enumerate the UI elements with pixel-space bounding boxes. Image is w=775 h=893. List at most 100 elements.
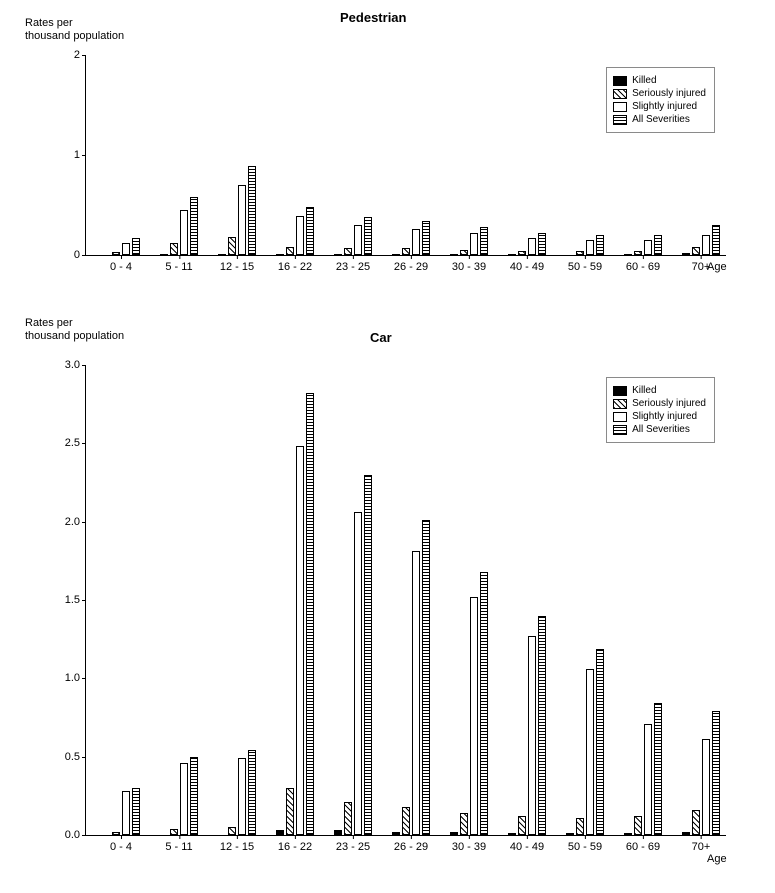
- car-bar-group: [566, 365, 604, 835]
- pedestrian-ytick: 1: [74, 149, 86, 161]
- pedestrian-xtick: 26 - 29: [394, 255, 428, 273]
- pedestrian-bar-killed: [682, 253, 690, 255]
- car-xtick: 0 - 4: [110, 835, 132, 853]
- car-bar-slight: [296, 446, 304, 835]
- pedestrian-bar-group: [218, 55, 256, 255]
- pedestrian-legend-label-serious: Seriously injured: [632, 88, 706, 99]
- pedestrian-bar-group: [450, 55, 488, 255]
- pedestrian-bar-group: [334, 55, 372, 255]
- car-bar-all: [480, 572, 488, 835]
- car-bar-killed: [682, 832, 690, 835]
- car-legend-row-slight: Slightly injured: [613, 411, 706, 422]
- car-bar-all: [190, 757, 198, 835]
- car-bar-all: [306, 393, 314, 835]
- car-bar-serious: [518, 816, 526, 835]
- pedestrian-bar-serious: [344, 248, 352, 255]
- car-legend-label-serious: Seriously injured: [632, 398, 706, 409]
- pedestrian-xtick: 0 - 4: [110, 255, 132, 273]
- car-legend-swatch-serious: [613, 399, 627, 409]
- car-xtick: 23 - 25: [336, 835, 370, 853]
- car-xtick: 50 - 59: [568, 835, 602, 853]
- car-bar-serious: [460, 813, 468, 835]
- pedestrian-bar-group: [508, 55, 546, 255]
- car-bar-serious: [344, 802, 352, 835]
- car-bar-serious: [692, 810, 700, 835]
- pedestrian-bar-slight: [702, 235, 710, 255]
- car-bar-slight: [354, 512, 362, 835]
- pedestrian-xtick: 16 - 22: [278, 255, 312, 273]
- car-bar-all: [538, 616, 546, 835]
- car-bar-serious: [228, 827, 236, 835]
- car-bar-all: [132, 788, 140, 835]
- car-legend-label-killed: Killed: [632, 385, 656, 396]
- car-bar-all: [422, 520, 430, 835]
- pedestrian-bar-slight: [470, 233, 478, 255]
- pedestrian-bar-slight: [180, 210, 188, 255]
- car-legend-swatch-killed: [613, 386, 627, 396]
- car-ytick: 0.0: [65, 829, 86, 841]
- car-xtick: 12 - 15: [220, 835, 254, 853]
- car-bar-group: [160, 365, 198, 835]
- car-ytick: 2.5: [65, 437, 86, 449]
- car-legend-label-all: All Severities: [632, 424, 690, 435]
- pedestrian-y-axis-label: Rates per thousand population: [25, 17, 124, 42]
- car-bar-group: [276, 365, 314, 835]
- pedestrian-bar-all: [306, 207, 314, 255]
- car-xtick: 5 - 11: [165, 835, 192, 853]
- pedestrian-bar-serious: [170, 243, 178, 255]
- car-ytick: 2.0: [65, 516, 86, 528]
- car-bar-slight: [644, 724, 652, 835]
- pedestrian-legend-row-all: All Severities: [613, 114, 706, 125]
- car-legend-swatch-slight: [613, 412, 627, 422]
- car-bar-slight: [238, 758, 246, 835]
- pedestrian-bar-slight: [644, 240, 652, 255]
- car-bar-serious: [286, 788, 294, 835]
- pedestrian-xtick: 60 - 69: [626, 255, 660, 273]
- car-xtick: 40 - 49: [510, 835, 544, 853]
- pedestrian-xtick: 40 - 49: [510, 255, 544, 273]
- page: Pedestrian Rates per thousand population 0…: [0, 0, 775, 893]
- pedestrian-legend-row-killed: Killed: [613, 75, 706, 86]
- pedestrian-bar-group: [160, 55, 198, 255]
- car-bar-group: [218, 365, 256, 835]
- pedestrian-xtick: 23 - 25: [336, 255, 370, 273]
- car-bar-all: [712, 711, 720, 835]
- car-bar-all: [596, 649, 604, 835]
- car-bar-slight: [180, 763, 188, 835]
- pedestrian-legend-label-killed: Killed: [632, 75, 656, 86]
- pedestrian-bar-slight: [586, 240, 594, 255]
- pedestrian-bar-all: [480, 227, 488, 255]
- pedestrian-legend-swatch-all: [613, 115, 627, 125]
- pedestrian-bar-all: [364, 217, 372, 255]
- pedestrian-bar-slight: [528, 238, 536, 255]
- pedestrian-bar-all: [538, 233, 546, 255]
- pedestrian-bar-slight: [238, 185, 246, 255]
- pedestrian-bar-group: [566, 55, 604, 255]
- pedestrian-bar-group: [276, 55, 314, 255]
- pedestrian-legend: Killed Seriously injured Slightly injured A…: [606, 67, 715, 133]
- pedestrian-bar-all: [654, 235, 662, 255]
- car-xtick: 16 - 22: [278, 835, 312, 853]
- pedestrian-legend-row-slight: Slightly injured: [613, 101, 706, 112]
- car-bar-slight: [122, 791, 130, 835]
- pedestrian-bar-all: [596, 235, 604, 255]
- car-chart-title: Car: [370, 330, 392, 345]
- car-bar-group: [102, 365, 140, 835]
- pedestrian-bar-serious: [402, 248, 410, 255]
- car-bar-slight: [586, 669, 594, 835]
- pedestrian-bar-group: [102, 55, 140, 255]
- car-x-axis-label: Age: [707, 853, 727, 865]
- pedestrian-legend-label-slight: Slightly injured: [632, 101, 697, 112]
- pedestrian-xtick: 5 - 11: [165, 255, 192, 273]
- pedestrian-chart-title: Pedestrian: [340, 10, 406, 25]
- pedestrian-legend-swatch-killed: [613, 76, 627, 86]
- car-bar-all: [364, 475, 372, 835]
- car-bar-group: [392, 365, 430, 835]
- pedestrian-legend-label-all: All Severities: [632, 114, 690, 125]
- car-xtick: 30 - 39: [452, 835, 486, 853]
- pedestrian-bar-serious: [228, 237, 236, 255]
- pedestrian-legend-swatch-slight: [613, 102, 627, 112]
- pedestrian-bar-slight: [412, 229, 420, 255]
- car-bar-group: [508, 365, 546, 835]
- pedestrian-bar-slight: [122, 243, 130, 255]
